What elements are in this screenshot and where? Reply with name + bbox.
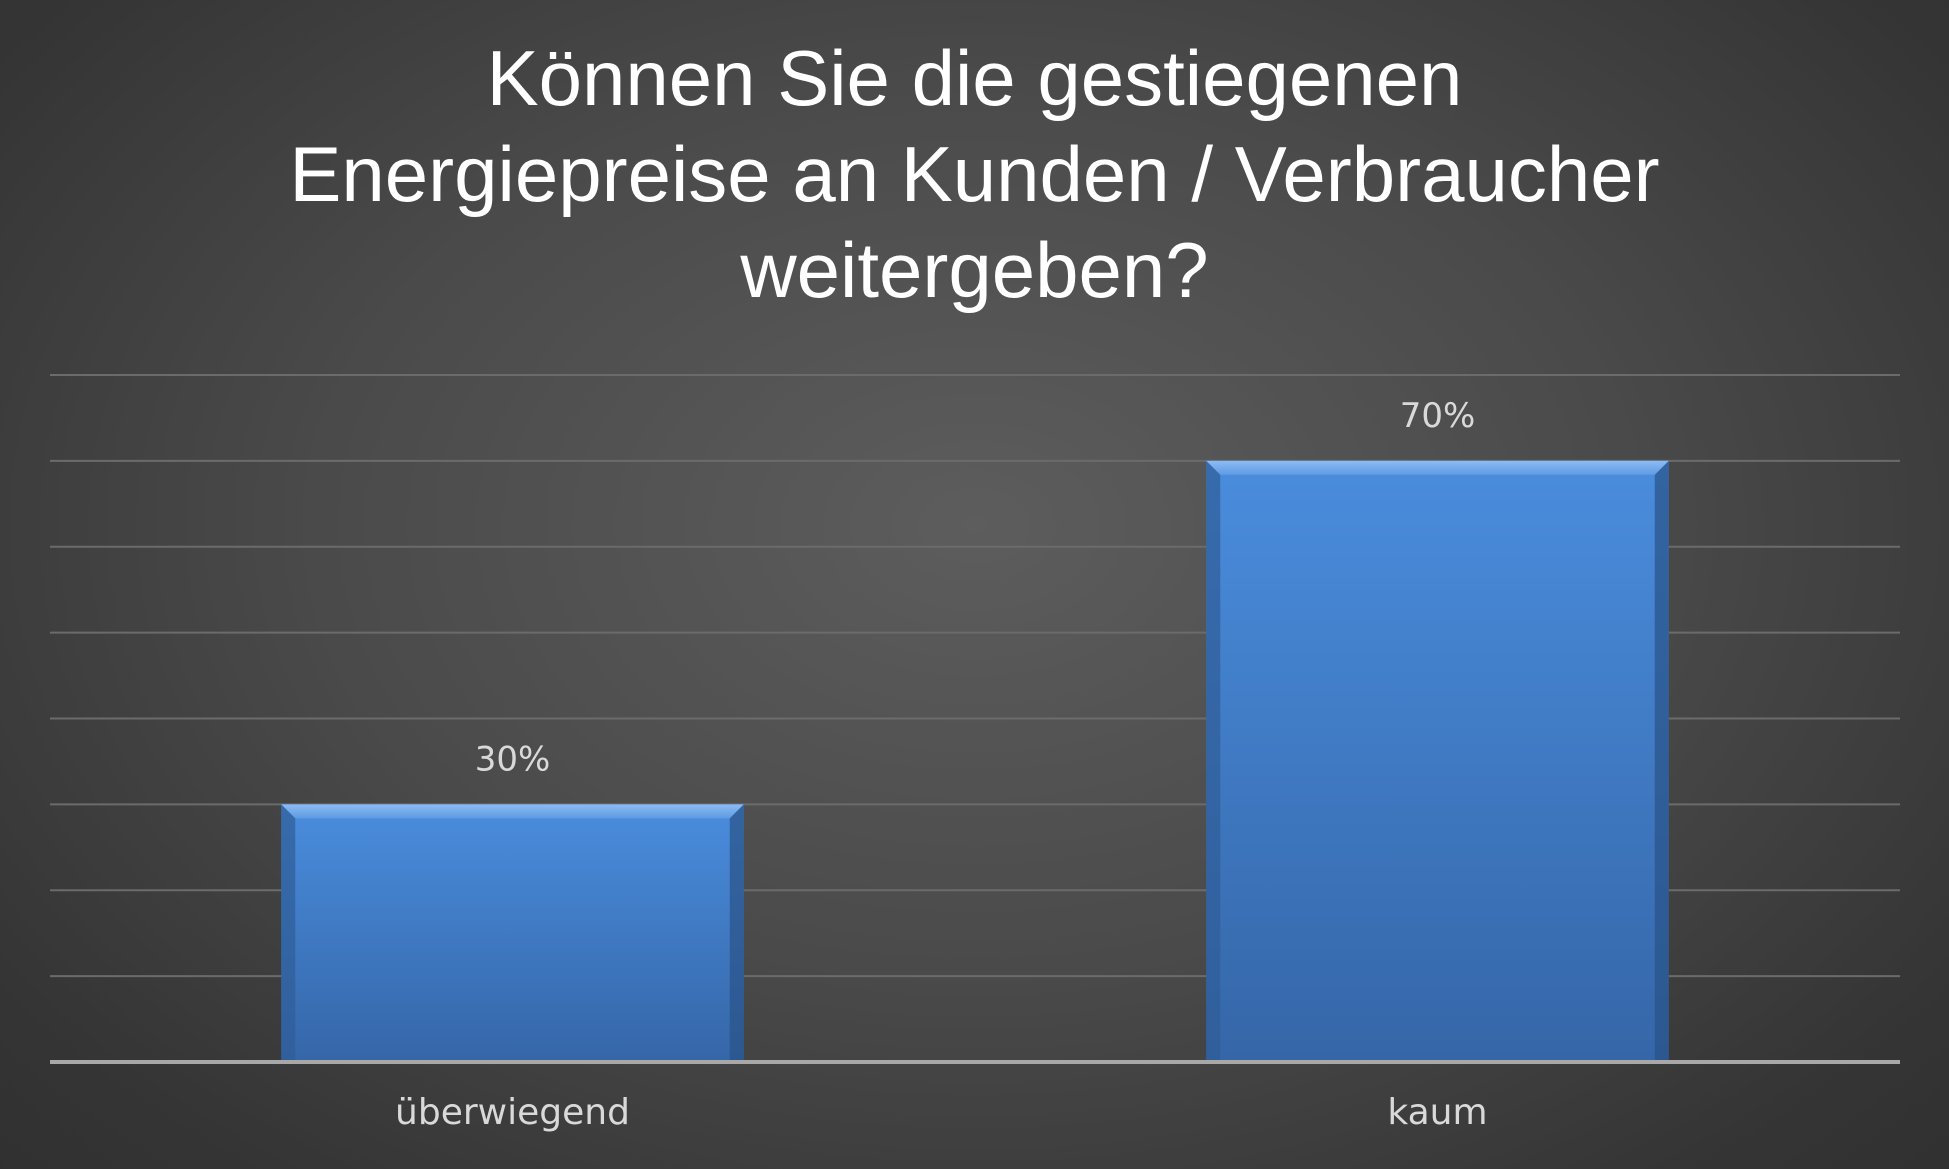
bar-überwiegend — [281, 804, 744, 1062]
chart-title: Können Sie die gestiegenen Energiepreise… — [0, 30, 1949, 318]
bar-bevel-top — [1206, 460, 1669, 475]
x-tick-label: kaum — [1387, 1092, 1487, 1133]
chart-title-line-1: Können Sie die gestiegenen — [486, 34, 1463, 122]
data-label: 30% — [475, 739, 551, 779]
bar-bevel-left — [1206, 460, 1221, 1062]
bar-body — [1206, 460, 1669, 1062]
labels: 30% überwiegend 70% kaum — [395, 396, 1488, 1133]
data-label: 70% — [1400, 396, 1476, 436]
bar-kaum — [1206, 460, 1669, 1062]
bar-bevel-top — [281, 804, 744, 819]
bars — [281, 460, 1669, 1062]
chart-title-line-2: Energiepreise an Kunden / Verbraucher — [289, 130, 1660, 218]
bar-body — [281, 804, 744, 1062]
bar-bevel-right — [1654, 460, 1669, 1062]
bar-bevel-left — [281, 804, 296, 1062]
x-tick-label: überwiegend — [395, 1092, 630, 1133]
bar-bevel-right — [729, 804, 744, 1062]
chart-title-line-3: weitergeben? — [740, 226, 1209, 314]
